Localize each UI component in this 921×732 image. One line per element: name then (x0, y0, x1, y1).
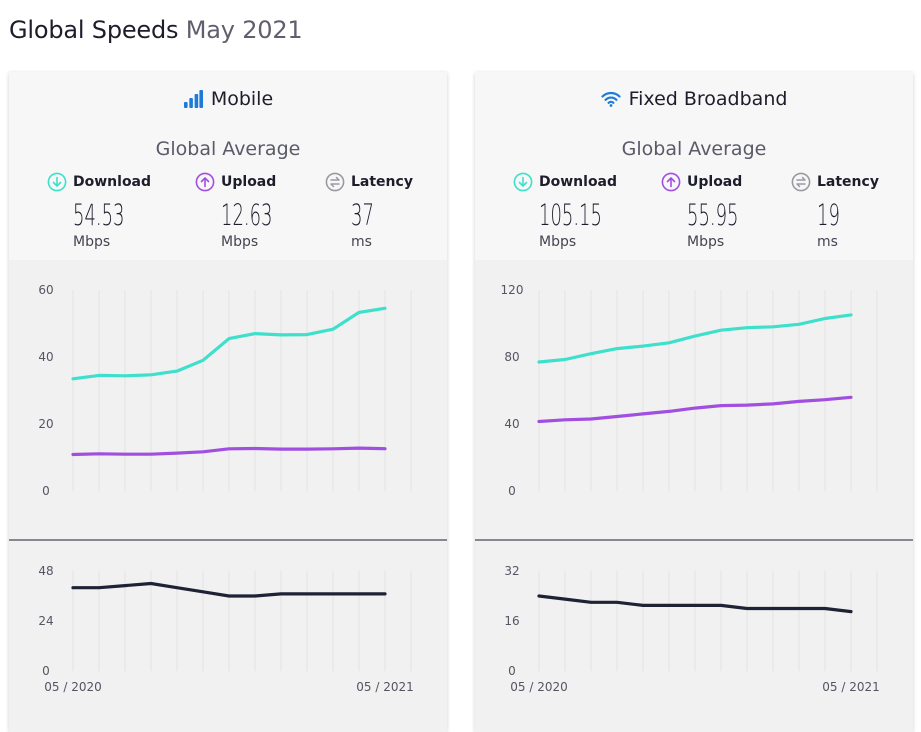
fixed-upload-metric: Upload 55.95 Mbps (661, 172, 743, 250)
fixed-speed-download-line (537, 313, 853, 364)
mobile-latency-label: Latency (351, 174, 413, 190)
mobile-title: Mobile (9, 88, 447, 110)
signal-bars-icon (183, 90, 203, 108)
page-title-date: May 2021 (185, 16, 303, 44)
mobile-x-tick-label: 05 / 2020 (44, 680, 101, 694)
mobile-x-tick-label: 05 / 2021 (356, 680, 413, 694)
latency-icon (325, 172, 345, 192)
fixed-latency-y-tick-label: 16 (504, 614, 519, 628)
mobile-global-average-label: Global Average (155, 138, 301, 160)
mobile-download-value: 54.53 (73, 198, 125, 232)
upload-icon (195, 172, 215, 192)
mobile-latency-latency-line (71, 581, 387, 598)
fixed-download-label: Download (539, 174, 618, 190)
mobile-download-label: Download (73, 174, 152, 190)
fixed-latency-value: 19 (817, 198, 840, 232)
fixed-latency-unit: ms (817, 234, 838, 250)
fixed-global-average-label: Global Average (621, 138, 767, 160)
mobile-speed-download-line (71, 306, 387, 381)
fixed-speed-grid (538, 290, 878, 491)
fixed-download-value: 105.15 (539, 198, 602, 232)
mobile-speed-upload-line (71, 446, 387, 457)
fixed-latency-label: Latency (817, 174, 879, 190)
mobile-card-header: Mobile Global Average Download 54.53 Mbp… (9, 72, 447, 260)
mobile-chart-area: 0 20 40 60 0 24 48 05 / 2020 05 / 2021 (9, 260, 447, 732)
upload-icon (661, 172, 681, 192)
mobile-speed-y-tick-label: 40 (38, 350, 53, 364)
fixed-speed-upload-line (537, 395, 853, 424)
fixed-upload-unit: Mbps (687, 234, 725, 250)
fixed-charts: 0 40 80 120 0 16 32 05 / 2020 05 / 2021 (475, 283, 913, 694)
fixed-download-unit: Mbps (539, 234, 577, 250)
page-title-main: Global Speeds (9, 16, 179, 44)
mobile-latency-value: 37 (351, 198, 374, 232)
page-title: Global Speeds May 2021 (9, 16, 303, 44)
latency-icon (791, 172, 811, 192)
mobile-speed-y-tick-label: 0 (42, 484, 50, 498)
fixed-card-header: Fixed Broadband Global Average Download … (475, 72, 913, 260)
mobile-download-unit: Mbps (73, 234, 111, 250)
wifi-icon (600, 91, 621, 107)
fixed-upload-label: Upload (687, 174, 743, 190)
fixed-broadband-card: Fixed Broadband Global Average Download … (475, 72, 913, 732)
mobile-title-label: Mobile (210, 88, 274, 110)
mobile-latency-metric: Latency 37 ms (325, 172, 413, 250)
mobile-latency-y-tick-label: 0 (42, 664, 50, 678)
mobile-upload-value: 12.63 (221, 198, 273, 232)
mobile-upload-metric: Upload 12.63 Mbps (195, 172, 277, 250)
fixed-title: Fixed Broadband (475, 88, 913, 110)
fixed-latency-latency-line (537, 594, 853, 614)
fixed-download-metric: Download 105.15 Mbps (513, 172, 618, 250)
mobile-latency-y-tick-label: 48 (38, 564, 53, 578)
mobile-latency-y-tick-label: 24 (38, 614, 53, 628)
mobile-speed-y-tick-label: 60 (38, 283, 53, 297)
mobile-upload-label: Upload (221, 174, 277, 190)
mobile-upload-unit: Mbps (221, 234, 259, 250)
fixed-title-label: Fixed Broadband (628, 88, 788, 110)
download-icon (47, 172, 67, 192)
mobile-latency-unit: ms (351, 234, 372, 250)
fixed-x-tick-label: 05 / 2020 (510, 680, 567, 694)
fixed-speed-y-tick-label: 120 (501, 283, 524, 297)
fixed-latency-metric: Latency 19 ms (791, 172, 879, 250)
fixed-latency-grid (538, 571, 878, 671)
fixed-speed-y-tick-label: 0 (508, 484, 516, 498)
fixed-speed-y-tick-label: 40 (504, 417, 519, 431)
mobile-speed-y-tick-label: 20 (38, 417, 53, 431)
mobile-latency-grid (72, 571, 412, 671)
download-icon (513, 172, 533, 192)
fixed-speed-y-tick-label: 80 (504, 350, 519, 364)
fixed-chart-area: 0 40 80 120 0 16 32 05 / 2020 05 / 2021 (475, 260, 913, 732)
mobile-charts: 0 20 40 60 0 24 48 05 / 2020 05 / 2021 (9, 283, 447, 694)
fixed-upload-value: 55.95 (687, 198, 739, 232)
fixed-x-tick-label: 05 / 2021 (822, 680, 879, 694)
mobile-card: Mobile Global Average Download 54.53 Mbp… (9, 72, 447, 732)
fixed-latency-y-tick-label: 0 (508, 664, 516, 678)
mobile-download-metric: Download 54.53 Mbps (47, 172, 152, 250)
mobile-speed-grid (72, 290, 412, 491)
fixed-latency-y-tick-label: 32 (504, 564, 519, 578)
